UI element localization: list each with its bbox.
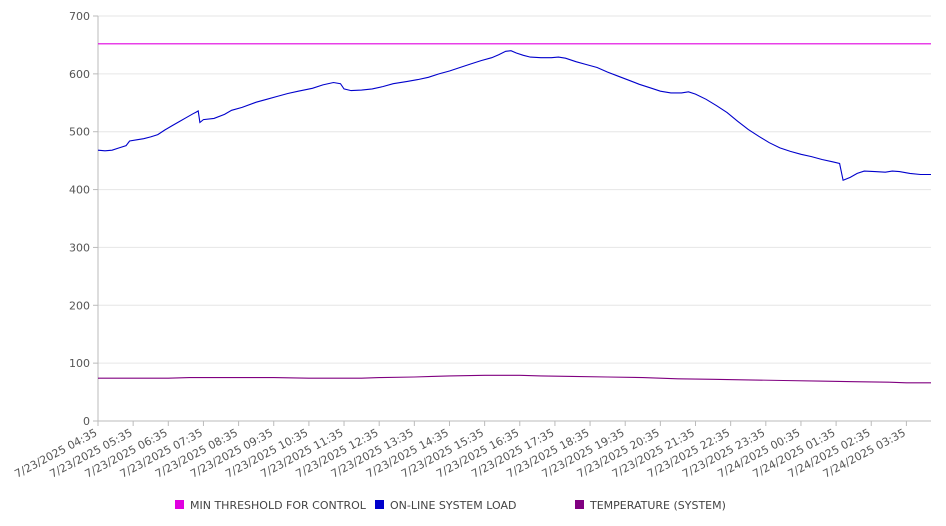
legend-label: TEMPERATURE (SYSTEM): [589, 499, 726, 512]
x-tick-labels: 7/23/2025 04:357/23/2025 05:357/23/2025 …: [12, 421, 908, 481]
y-tick-labels: 0 100 200 300 400 500 600 700: [69, 10, 98, 428]
legend-item[interactable]: ON-LINE SYSTEM LOAD: [375, 499, 516, 512]
y-tick-label: 100: [69, 357, 90, 370]
y-tick-label: 400: [69, 184, 90, 197]
series-line-temperature-system: [98, 374, 931, 384]
y-tick-label: 700: [69, 10, 90, 23]
legend-swatch: [175, 500, 184, 509]
y-tick-label: 600: [69, 68, 90, 81]
axes: [97, 16, 931, 422]
legend-swatch: [575, 500, 584, 509]
gridlines: [98, 15, 931, 364]
series-line-on-line-system-load: [97, 50, 931, 182]
legend-swatch: [375, 500, 384, 509]
y-tick-label: 500: [69, 126, 90, 139]
legend-label: MIN THRESHOLD FOR CONTROL: [190, 499, 367, 512]
y-tick-label: 0: [83, 415, 90, 428]
legend-item[interactable]: TEMPERATURE (SYSTEM): [575, 499, 726, 512]
legend-item[interactable]: MIN THRESHOLD FOR CONTROL: [175, 499, 367, 512]
legend-label: ON-LINE SYSTEM LOAD: [390, 499, 516, 512]
y-tick-label: 300: [69, 241, 90, 254]
legend[interactable]: MIN THRESHOLD FOR CONTROL ON-LINE SYSTEM …: [175, 499, 726, 512]
series-lines: [97, 43, 931, 384]
y-tick-label: 200: [69, 299, 90, 312]
